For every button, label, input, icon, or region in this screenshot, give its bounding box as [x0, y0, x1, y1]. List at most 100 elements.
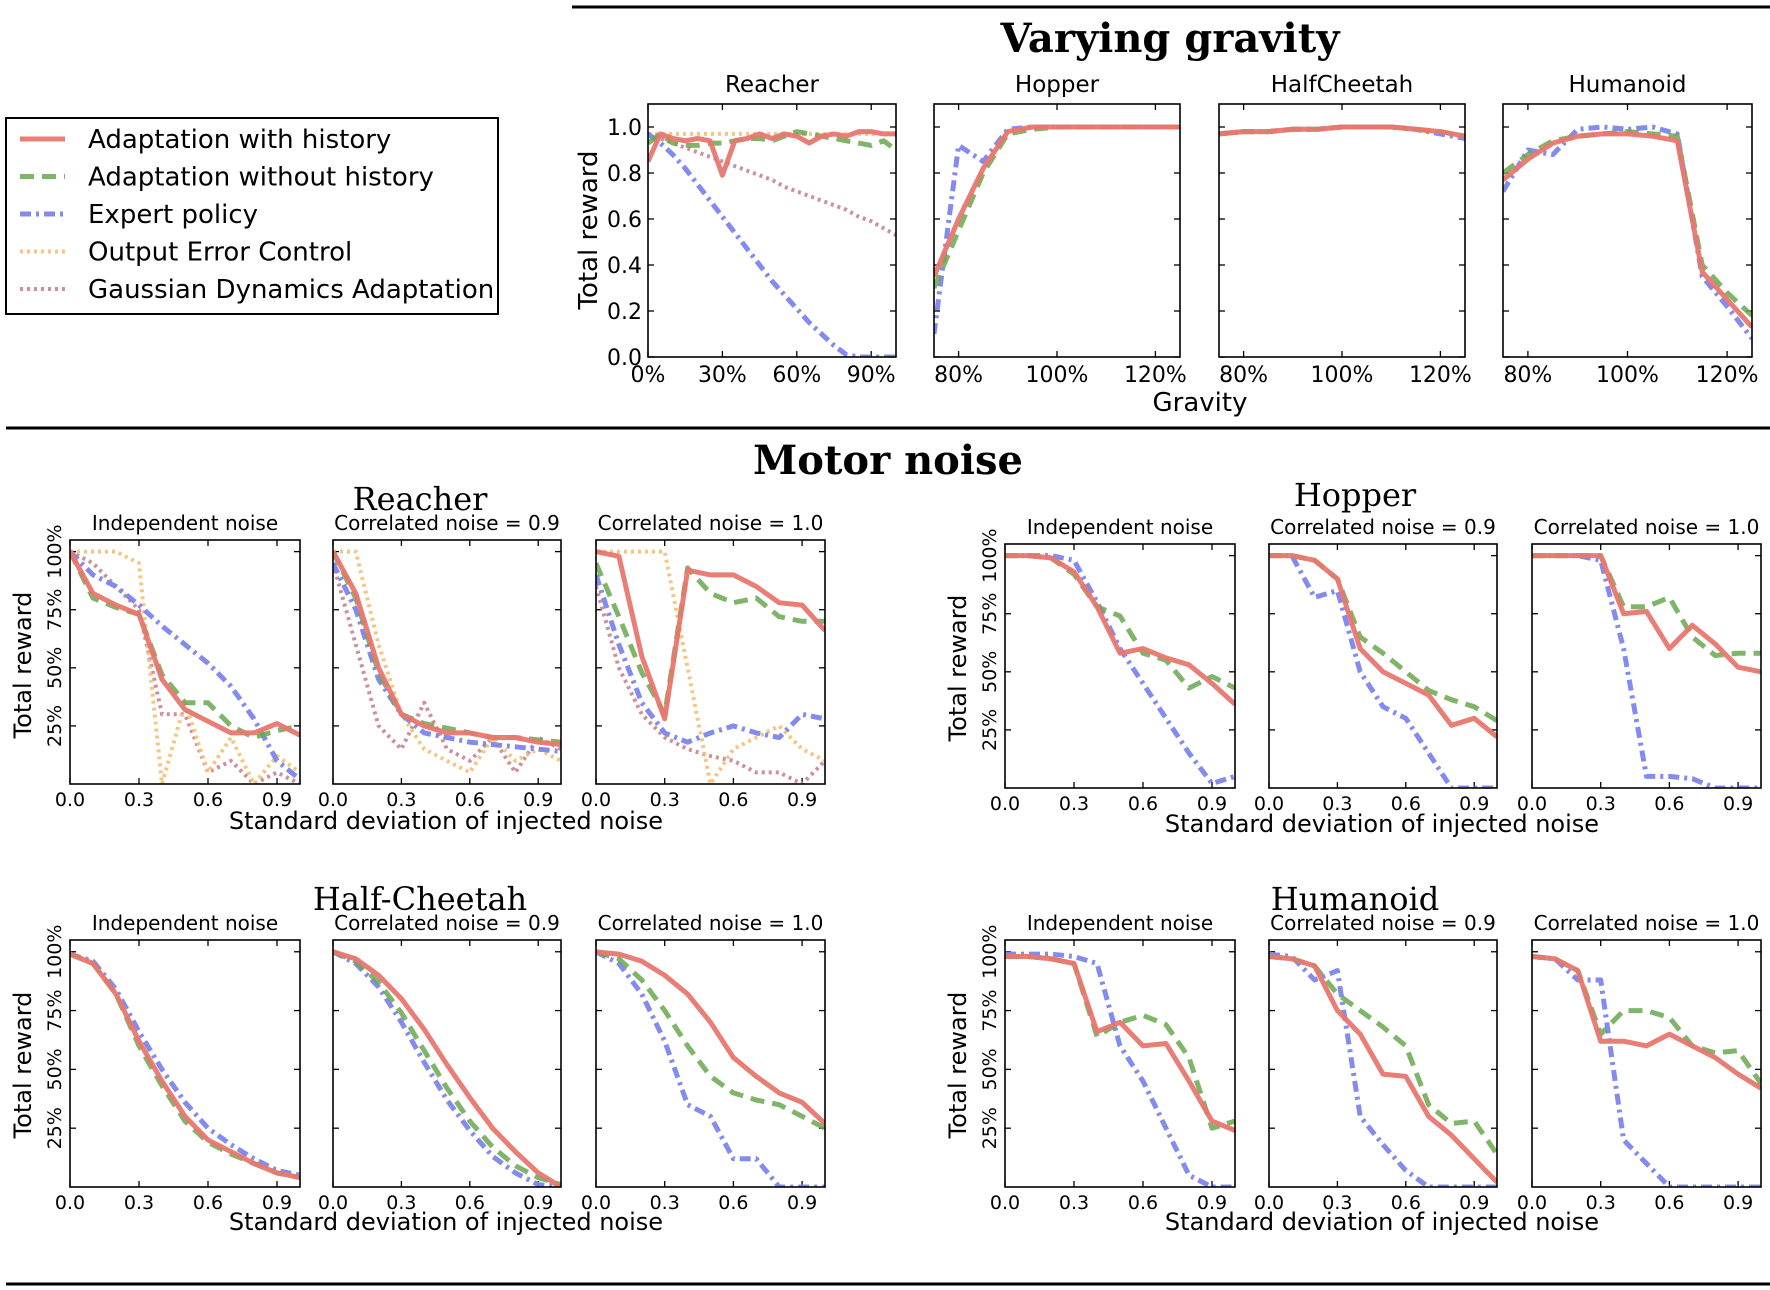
panel-motor-noise-half-cheetah-correlated-noise-0-9: Correlated noise = 0.9 0.0 0.3 0.6 0.9	[318, 911, 562, 1214]
panel-motor-noise-half-cheetah-correlated-noise-0-9-frame	[332, 939, 562, 1188]
panel-motor-noise-hopper-correlated-noise-0-9: Correlated noise = 0.9 0.0 0.3 0.6 0.9	[1254, 515, 1498, 815]
panel-motor-noise-reacher-independent-noise-xtick-label: 0.3	[124, 789, 154, 811]
panel-motor-noise-humanoid-independent-noise-xtick-label: 0.3	[1059, 1192, 1089, 1214]
panel-motor-noise-half-cheetah-correlated-noise-0-9-title: Correlated noise = 0.9	[334, 911, 560, 935]
panel-motor-noise-humanoid-correlated-noise-0-9-series-adaptation-without-history	[1269, 954, 1497, 1156]
panel-motor-noise-reacher-correlated-noise-1-0-series-adaptation-without-history	[596, 562, 825, 717]
panel-varying-gravity-halfcheetah-title: HalfCheetah	[1271, 72, 1414, 98]
panel-motor-noise-half-cheetah-independent-noise-frame	[69, 939, 301, 1188]
panel-motor-noise-reacher-correlated-noise-1-0-title: Correlated noise = 1.0	[598, 511, 824, 535]
panel-motor-noise-humanoid-correlated-noise-1-0-series-adaptation-with-history	[1532, 954, 1761, 1091]
panel-motor-noise-humanoid-independent-noise-xtick-label: 0.0	[990, 1192, 1020, 1214]
panel-motor-noise-reacher-correlated-noise-1-0-xtick-label: 0.9	[787, 789, 817, 811]
panel-motor-noise-half-cheetah-correlated-noise-1-0-series-adaptation-with-history	[596, 949, 825, 1126]
gravity-y-axis-label: Total reward	[574, 150, 604, 310]
panel-motor-noise-half-cheetah-correlated-noise-1-0: Correlated noise = 1.0 0.0 0.3 0.6 0.9	[581, 911, 826, 1214]
panel-motor-noise-hopper-correlated-noise-1-0-xtick-label: 0.6	[1654, 793, 1684, 815]
panel-varying-gravity-humanoid-title: Humanoid	[1568, 72, 1686, 98]
panel-motor-noise-half-cheetah-independent-noise-xtick-label: 0.0	[55, 1192, 85, 1214]
panel-motor-noise-hopper-correlated-noise-1-0-series-adaptation-with-history	[1532, 553, 1761, 675]
panel-motor-noise-hopper-independent-noise-ytick-label: 75%	[979, 593, 1001, 635]
panel-motor-noise-hopper-correlated-noise-1-0-series-adaptation-without-history	[1532, 553, 1761, 658]
panel-motor-noise-hopper-independent-noise-xtick-label: 0.3	[1059, 793, 1089, 815]
panel-motor-noise-reacher-correlated-noise-0-9-xtick-label: 0.3	[386, 789, 416, 811]
legend-label-adaptation-with-history: Adaptation with history	[88, 125, 391, 155]
panel-varying-gravity-halfcheetah-xtick-label: 100%	[1311, 363, 1374, 388]
section-rules	[6, 5, 1770, 1286]
panel-motor-noise-half-cheetah-correlated-noise-1-0-xtick-label: 0.3	[650, 1192, 680, 1214]
panel-motor-noise-reacher-correlated-noise-1-0-series-adaptation-with-history	[596, 549, 825, 722]
panel-motor-noise-humanoid-independent-noise-series-expert-policy	[1005, 951, 1235, 1187]
panel-motor-noise-humanoid-correlated-noise-1-0-frame	[1531, 939, 1762, 1188]
legend-label-adaptation-without-history: Adaptation without history	[88, 163, 434, 193]
panel-motor-noise-half-cheetah-correlated-noise-1-0-xtick-label: 0.0	[581, 1192, 611, 1214]
motor-y-axis-label-hopper: Total reward	[944, 595, 972, 743]
panel-varying-gravity-reacher-ytick-label: 0.8	[607, 162, 642, 187]
panel-varying-gravity-reacher-ytick-label: 0.0	[607, 346, 642, 371]
panel-motor-noise-hopper-independent-noise-ytick-label: 50%	[979, 651, 1001, 693]
panel-varying-gravity-reacher-ytick-label: 1.0	[607, 116, 642, 141]
panel-motor-noise-half-cheetah-correlated-noise-0-9-xtick-label: 0.9	[523, 1192, 553, 1214]
panel-varying-gravity-reacher-ytick-label: 0.2	[607, 300, 642, 325]
panel-motor-noise-reacher-correlated-noise-0-9-title: Correlated noise = 0.9	[334, 511, 560, 535]
panel-motor-noise-humanoid-correlated-noise-0-9: Correlated noise = 0.9 0.0 0.3 0.6 0.9	[1254, 911, 1498, 1214]
panel-motor-noise-hopper-correlated-noise-0-9-series-expert-policy	[1269, 553, 1497, 788]
panel-motor-noise-humanoid-independent-noise-frame	[1004, 939, 1236, 1188]
panel-motor-noise-reacher-correlated-noise-0-9-frame	[332, 539, 562, 785]
panel-motor-noise-reacher-correlated-noise-1-0-xtick-label: 0.3	[650, 789, 680, 811]
panel-motor-noise-hopper-correlated-noise-0-9-frame	[1268, 543, 1498, 789]
panel-varying-gravity-hopper-series-adaptation-with-history	[934, 124, 1180, 278]
panel-motor-noise-half-cheetah-independent-noise-ytick-label: 100%	[44, 925, 66, 979]
panel-motor-noise-humanoid-correlated-noise-1-0: Correlated noise = 1.0 0.0 0.3 0.6 0.9	[1517, 911, 1762, 1214]
motor-y-axis-label-reacher: Total reward	[9, 592, 37, 740]
motor-group-title-half-cheetah: Half-Cheetah	[313, 880, 527, 918]
panel-motor-noise-half-cheetah-correlated-noise-0-9-series-adaptation-without-history	[333, 949, 561, 1187]
panel-motor-noise-humanoid-correlated-noise-0-9-title: Correlated noise = 0.9	[1270, 911, 1496, 935]
panel-varying-gravity-hopper-series-expert-policy	[934, 124, 1180, 335]
panel-varying-gravity-reacher-ytick-label: 0.6	[607, 208, 642, 233]
motor-x-axis-labels: Standard deviation of injected noise Sta…	[229, 807, 1599, 1236]
panel-varying-gravity-halfcheetah-series-group	[1219, 124, 1465, 141]
panel-motor-noise-reacher-independent-noise-series-adaptation-without-history	[70, 550, 300, 740]
panel-varying-gravity-hopper-title: Hopper	[1015, 72, 1100, 98]
panel-motor-noise-reacher-correlated-noise-0-9-xtick-label: 0.6	[455, 789, 485, 811]
panel-motor-noise-reacher-correlated-noise-0-9-series-adaptation-without-history	[333, 550, 561, 745]
panel-motor-noise-humanoid-correlated-noise-1-0-xtick-label: 0.0	[1517, 1192, 1547, 1214]
motor-x-axis-label-humanoid: Standard deviation of injected noise	[1165, 1208, 1599, 1236]
panel-varying-gravity-humanoid-xtick-label: 120%	[1696, 363, 1759, 388]
panel-motor-noise-reacher-independent-noise-frame	[69, 539, 301, 785]
panel-varying-gravity-reacher-frame	[647, 103, 897, 358]
legend-label-expert-policy: Expert policy	[88, 200, 258, 230]
panel-motor-noise-reacher-independent-noise-series-output-error-control	[70, 549, 300, 784]
panel-motor-noise-humanoid-correlated-noise-0-9-series-adaptation-with-history	[1269, 954, 1497, 1185]
panel-motor-noise-reacher-independent-noise-series-adaptation-with-history	[70, 550, 300, 738]
panel-motor-noise-reacher-independent-noise-ytick-label: 100%	[44, 524, 66, 578]
panel-motor-noise-hopper-independent-noise-xtick-label: 0.9	[1197, 793, 1227, 815]
gravity-x-axis-label: Gravity	[1153, 388, 1248, 418]
panel-varying-gravity-reacher-series-group	[648, 129, 896, 357]
panel-motor-noise-reacher-independent-noise-series-group	[70, 549, 300, 784]
legend-label-gaussian-dynamics-adaptation: Gaussian Dynamics Adaptation	[88, 275, 494, 305]
gravity-section-title: Varying gravity	[1000, 15, 1342, 62]
panel-motor-noise-humanoid-correlated-noise-1-0-series-expert-policy	[1532, 954, 1761, 1187]
panel-varying-gravity-reacher-ytick-label: 0.4	[607, 254, 642, 279]
panel-varying-gravity-halfcheetah-xtick-label: 120%	[1409, 363, 1472, 388]
panel-motor-noise-half-cheetah-correlated-noise-1-0-xtick-label: 0.9	[787, 1192, 817, 1214]
panel-varying-gravity-humanoid: Humanoid 80% 100% 120%	[1502, 72, 1759, 388]
panel-motor-noise-half-cheetah-correlated-noise-0-9-xtick-label: 0.6	[455, 1192, 485, 1214]
panel-varying-gravity-reacher: Reacher 0.0 0.2 0.4 0.6 0.8 1.0 0% 30% 60% 90%	[607, 72, 897, 388]
panel-motor-noise-half-cheetah-correlated-noise-0-9-series-adaptation-with-history	[333, 949, 561, 1187]
motor-x-axis-label-hopper: Standard deviation of injected noise	[1165, 810, 1599, 838]
motor-group-title-humanoid: Humanoid	[1271, 880, 1440, 918]
panel-motor-noise-reacher-independent-noise-title: Independent noise	[92, 511, 278, 535]
panel-varying-gravity-humanoid-series-adaptation-with-history	[1503, 131, 1752, 329]
panel-varying-gravity-hopper-xtick-label: 120%	[1124, 363, 1187, 388]
panel-motor-noise-reacher-correlated-noise-0-9-xtick-label: 0.0	[318, 789, 348, 811]
motor-x-axis-label-reacher: Standard deviation of injected noise	[229, 807, 663, 835]
panel-motor-noise-hopper-correlated-noise-1-0-xtick-label: 0.0	[1517, 793, 1547, 815]
panel-motor-noise-reacher-correlated-noise-1-0-frame	[595, 539, 826, 785]
panel-motor-noise-hopper-correlated-noise-1-0-series-expert-policy	[1532, 553, 1761, 788]
legend: Adaptation with history Adaptation withou…	[5, 117, 499, 315]
motor-x-axis-label-half-cheetah: Standard deviation of injected noise	[229, 1208, 663, 1236]
panel-varying-gravity-reacher-series-adaptation-with-history	[648, 129, 896, 178]
